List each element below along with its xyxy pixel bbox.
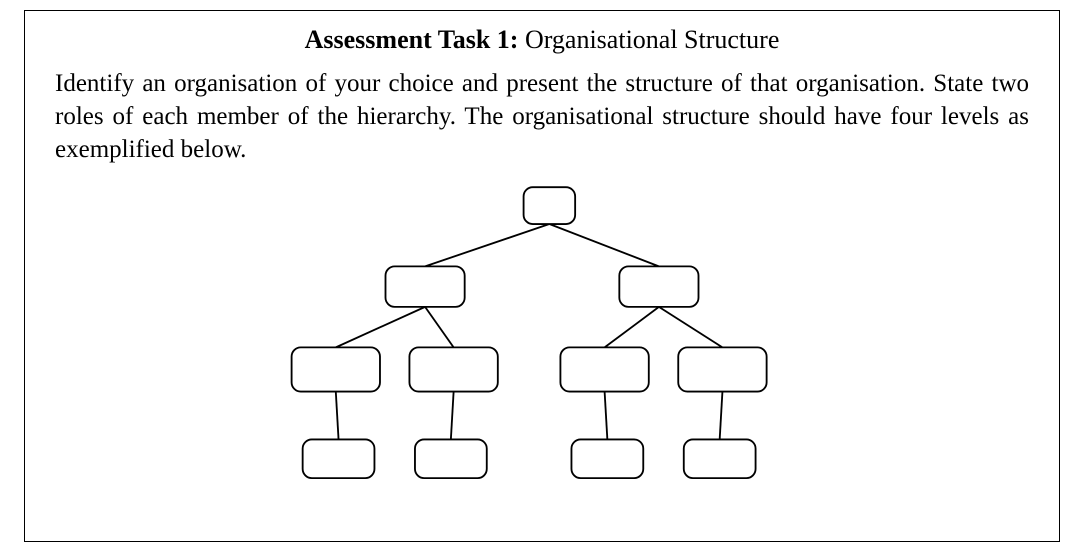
title-line: Assessment Task 1: Organisational Struct…	[55, 23, 1029, 57]
org-node	[386, 266, 465, 307]
title-bold: Assessment Task 1:	[305, 25, 519, 54]
edge	[425, 224, 549, 266]
edge	[605, 391, 608, 439]
edge	[336, 307, 425, 348]
edge	[549, 224, 659, 266]
edge	[336, 391, 339, 439]
edge	[425, 307, 454, 348]
title-rest: Organisational Structure	[518, 25, 779, 54]
edge	[659, 307, 723, 348]
edges-group	[336, 224, 723, 439]
org-chart-diagram	[55, 178, 1029, 491]
org-node	[292, 347, 380, 391]
org-node	[571, 439, 643, 478]
org-node	[560, 347, 648, 391]
instruction-paragraph: Identify an organisation of your choice …	[55, 67, 1029, 166]
edge	[451, 391, 454, 439]
org-node	[415, 439, 487, 478]
page: Assessment Task 1: Organisational Struct…	[0, 0, 1080, 552]
org-node	[619, 266, 698, 307]
org-node	[303, 439, 375, 478]
org-node	[678, 347, 766, 391]
org-node	[684, 439, 756, 478]
edge	[605, 307, 659, 348]
edge	[720, 391, 723, 439]
org-node	[524, 187, 576, 224]
org-chart-svg	[247, 178, 837, 491]
org-node	[409, 347, 497, 391]
content-frame: Assessment Task 1: Organisational Struct…	[24, 10, 1060, 542]
